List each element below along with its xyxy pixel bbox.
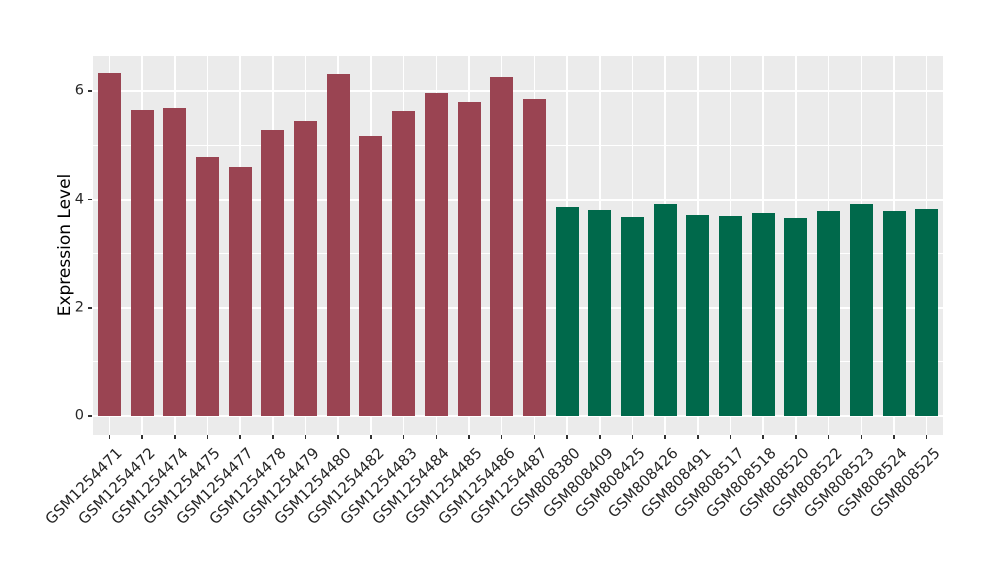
x-tick-mark xyxy=(762,435,764,439)
bar-GSM1254471 xyxy=(97,73,121,416)
x-tick-mark xyxy=(370,435,372,439)
x-tick-mark xyxy=(925,435,928,439)
x-tick-mark xyxy=(533,435,536,439)
x-tick-mark xyxy=(272,435,274,439)
x-tick-mark xyxy=(500,435,503,439)
bar-GSM1254483 xyxy=(392,111,416,416)
gridline-major xyxy=(93,306,943,309)
plot-panel xyxy=(93,56,943,435)
gridline-minor xyxy=(93,361,943,363)
bar-GSM1254484 xyxy=(424,92,448,416)
x-tick-mark xyxy=(729,435,732,439)
x-tick-mark xyxy=(697,435,699,439)
x-tick-mark xyxy=(631,435,634,439)
x-tick-mark xyxy=(860,435,862,439)
x-tick-mark xyxy=(468,435,470,439)
bar-GSM808517 xyxy=(719,215,742,416)
bar-GSM1254482 xyxy=(359,136,383,416)
bar-GSM1254477 xyxy=(228,166,252,417)
x-tick-mark xyxy=(174,435,176,439)
x-tick-mark xyxy=(337,435,339,439)
bar-GSM808425 xyxy=(620,217,644,416)
bar-GSM808523 xyxy=(849,203,873,416)
y-tick-label: 2 xyxy=(74,299,84,316)
bar-GSM808525 xyxy=(915,208,939,417)
bar-GSM808522 xyxy=(817,211,841,417)
bar-GSM808409 xyxy=(588,209,612,417)
x-tick-mark xyxy=(435,435,437,439)
x-tick-mark xyxy=(795,435,797,439)
x-tick-mark xyxy=(108,435,111,439)
x-tick-mark xyxy=(827,435,830,439)
x-tick-mark xyxy=(664,435,666,439)
y-tick-label: 4 xyxy=(74,191,84,208)
x-tick-mark xyxy=(893,435,895,439)
x-tick-mark xyxy=(566,435,568,439)
y-tick-mark xyxy=(88,198,92,201)
x-tick-mark xyxy=(141,435,143,439)
bar-GSM1254487 xyxy=(522,99,546,416)
bar-GSM808426 xyxy=(653,204,677,417)
gridline-minor xyxy=(93,253,943,255)
bar-GSM1254474 xyxy=(163,108,187,417)
y-tick-label: 0 xyxy=(74,407,84,424)
gridline-minor xyxy=(93,144,943,146)
y-tick-mark xyxy=(88,415,92,417)
bar-GSM808520 xyxy=(784,217,808,417)
gridline-major xyxy=(93,198,943,201)
bar-GSM1254478 xyxy=(261,130,285,417)
gridline-major xyxy=(93,415,943,418)
y-tick-mark xyxy=(88,307,92,309)
x-tick-mark xyxy=(402,435,405,439)
x-tick-mark xyxy=(239,435,241,439)
bar-GSM808524 xyxy=(882,210,906,416)
x-tick-mark xyxy=(599,435,601,439)
x-tick-mark xyxy=(206,435,209,439)
bar-GSM1254480 xyxy=(326,73,350,417)
bar-GSM1254486 xyxy=(490,76,514,417)
y-tick-mark xyxy=(88,90,92,92)
x-tick-mark xyxy=(304,435,307,439)
bar-GSM808491 xyxy=(686,214,710,416)
gridline-major xyxy=(93,90,943,93)
y-tick-label: 6 xyxy=(74,82,84,99)
bar-GSM808518 xyxy=(751,213,775,416)
bar-GSM1254472 xyxy=(130,109,154,416)
bar-GSM1254479 xyxy=(294,121,317,417)
bar-GSM1254485 xyxy=(457,101,481,417)
bar-GSM1254475 xyxy=(195,157,219,416)
bar-GSM808380 xyxy=(555,206,579,416)
y-axis-title: Expression Level xyxy=(55,173,75,317)
